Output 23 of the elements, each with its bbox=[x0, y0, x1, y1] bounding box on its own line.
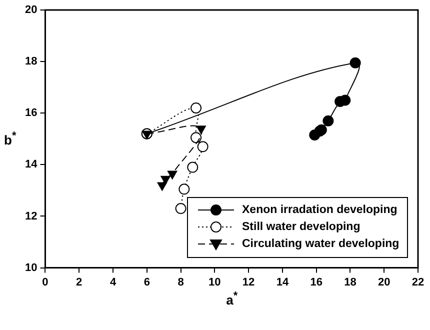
x-tick-label: 2 bbox=[76, 276, 82, 288]
x-tick-label: 0 bbox=[42, 276, 48, 288]
x-tick-label: 20 bbox=[378, 276, 390, 288]
y-tick-label: 16 bbox=[24, 107, 38, 120]
x-tick-label: 22 bbox=[412, 276, 424, 288]
y-tick-label: 12 bbox=[24, 210, 38, 222]
x-tick-label: 4 bbox=[110, 276, 117, 288]
x-tick-label: 10 bbox=[208, 276, 221, 288]
y-axis-title: b$^{*}$ bbox=[4, 130, 16, 148]
legend-label: Circulating water developing bbox=[242, 238, 400, 250]
y-tick-label: 14 bbox=[24, 158, 38, 171]
legend-label: Still water developing bbox=[242, 221, 360, 234]
x-tick-label: 14 bbox=[276, 276, 290, 288]
x-tick-label: 18 bbox=[344, 276, 356, 288]
legend-label: Xenon irradation developing bbox=[242, 204, 398, 216]
y-tick-label: 20 bbox=[24, 4, 38, 16]
x-tick-label: 12 bbox=[242, 276, 255, 288]
y-tick-label: 10 bbox=[24, 262, 38, 274]
x-tick-label: 6 bbox=[144, 276, 150, 288]
x-tick-label: 8 bbox=[178, 276, 184, 288]
y-tick-label: 18 bbox=[24, 56, 38, 68]
x-tick-label: 16 bbox=[310, 276, 322, 288]
x-axis-title: a$^{*}$ bbox=[226, 290, 238, 308]
